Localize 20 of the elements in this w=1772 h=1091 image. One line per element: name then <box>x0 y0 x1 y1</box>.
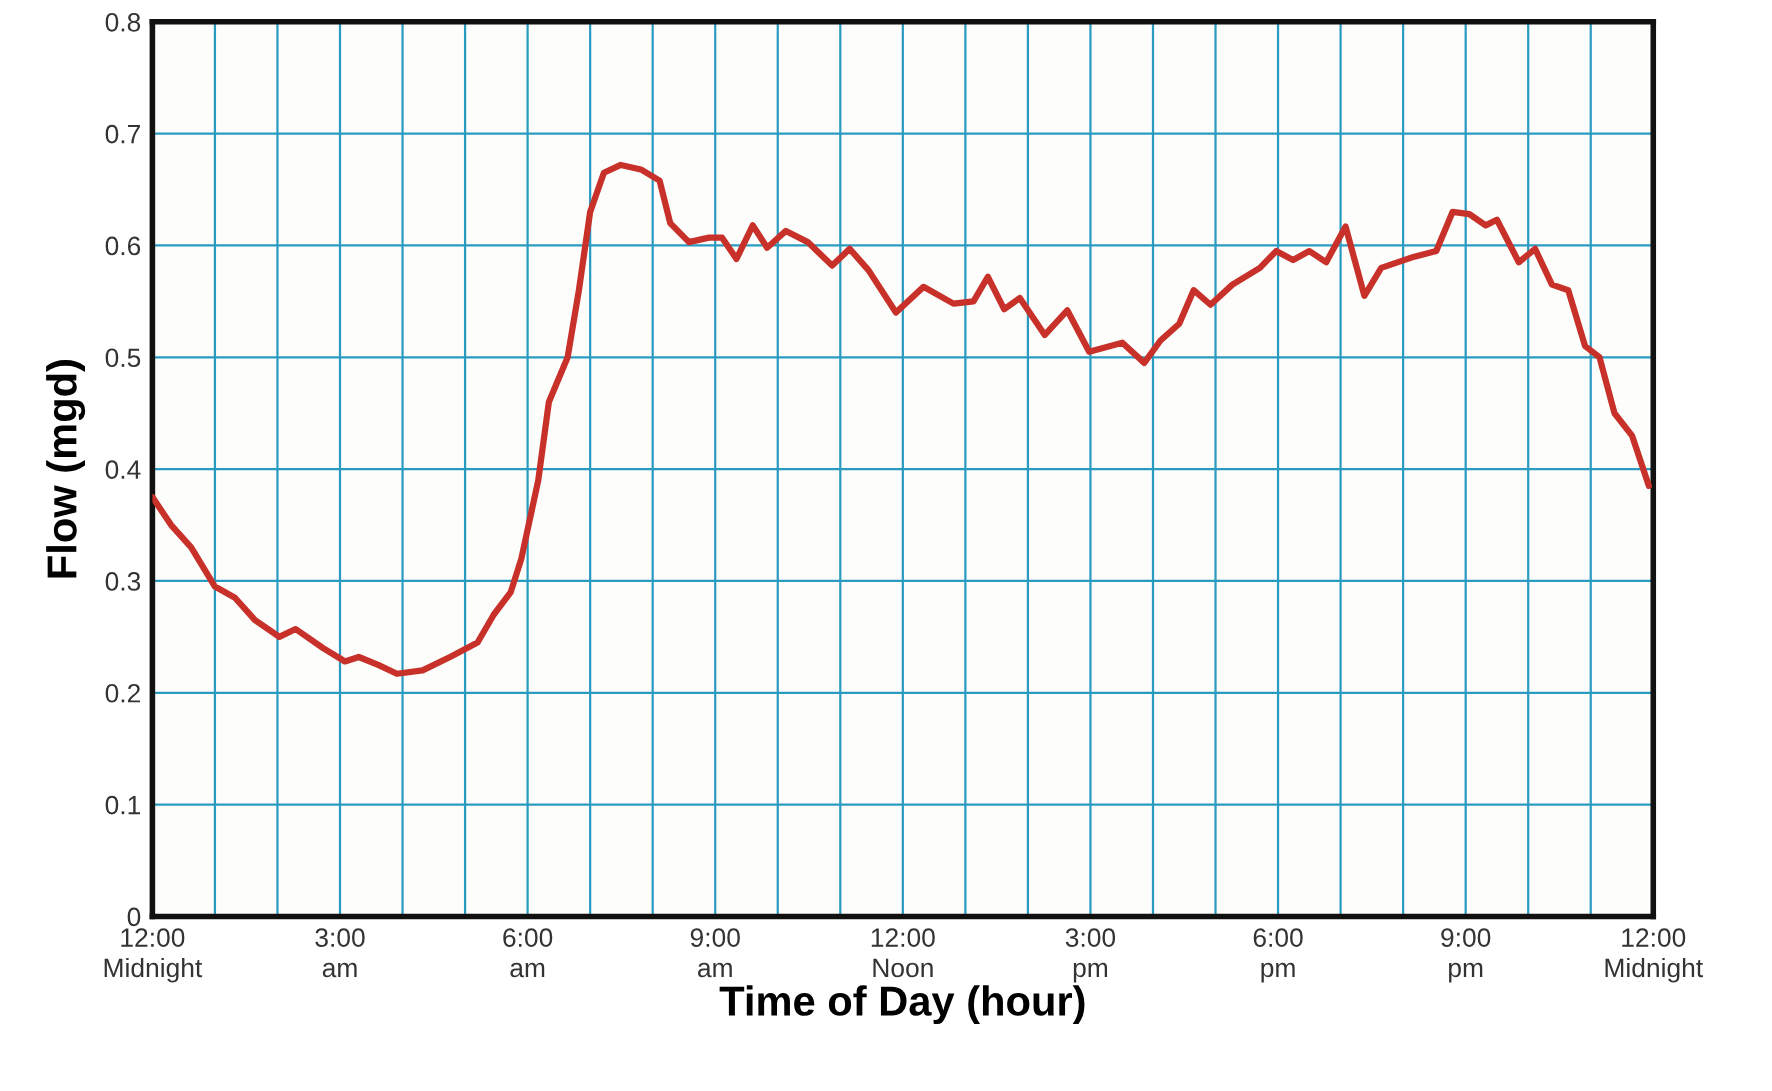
y-tick-label: 0.1 <box>105 795 140 815</box>
y-tick-label: 0.2 <box>105 683 140 703</box>
y-tick-label: 0.5 <box>105 348 141 368</box>
y-tick-label: 0.3 <box>105 572 141 591</box>
y-axis-title: Flow (mgd) <box>46 360 86 578</box>
x-tick-label: 9:00 pm <box>1441 928 1491 983</box>
x-tick-label: 12:00 Midnight <box>1605 928 1703 983</box>
x-tick-label: 6:00 pm <box>1253 928 1303 983</box>
y-tick-label: 0.6 <box>105 236 141 256</box>
x-tick-label: 12:00 Noon <box>871 928 935 978</box>
x-tick-label: 3:00 pm <box>1065 928 1116 983</box>
y-tick-label: 0.4 <box>105 460 141 479</box>
y-tick-label: 0.7 <box>105 124 140 144</box>
y-tick-label: 0 <box>127 907 141 927</box>
x-tick-label: 12:00 Midnight <box>104 928 203 983</box>
x-tick-label: 6:00 am <box>503 928 553 978</box>
x-tick-label: 3:00 am <box>315 928 365 978</box>
x-axis-title: Time of Day (hour) <box>719 985 1085 1025</box>
y-tick-label: 0.8 <box>105 12 141 32</box>
x-tick-label: 9:00 am <box>690 928 740 978</box>
